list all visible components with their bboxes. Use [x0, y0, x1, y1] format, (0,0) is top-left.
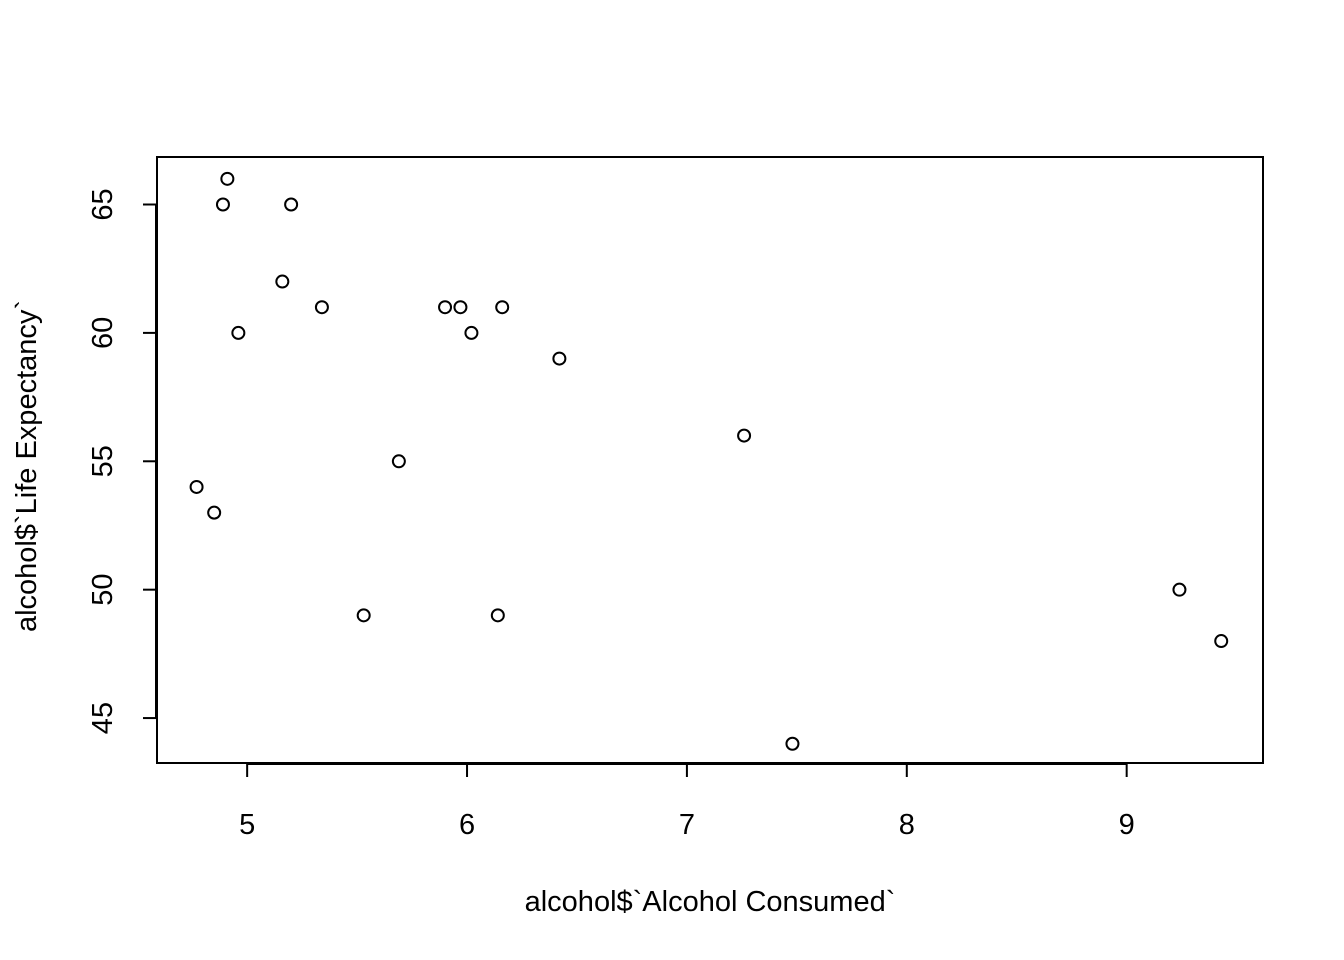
y-tick-label: 50 [87, 574, 119, 606]
x-axis-label: alcohol$`Alcohol Consumed` [525, 886, 896, 918]
y-axis: 45 50 55 60 65 [87, 188, 157, 734]
data-point [391, 454, 406, 469]
data-point [490, 608, 505, 623]
data-point [207, 505, 222, 520]
y-tick-label: 60 [87, 317, 119, 349]
data-points [189, 171, 1229, 751]
data-point [438, 300, 453, 315]
x-tick-label: 9 [1119, 809, 1135, 841]
data-point [552, 351, 567, 366]
y-tick-label: 55 [87, 445, 119, 477]
data-point [220, 171, 235, 186]
data-point [356, 608, 371, 623]
data-point [314, 300, 329, 315]
x-axis: 5 6 7 8 9 [239, 763, 1135, 841]
data-point [785, 736, 800, 751]
y-tick-label: 65 [87, 188, 119, 220]
data-point [1214, 634, 1229, 649]
data-point [495, 300, 510, 315]
data-point [189, 479, 204, 494]
y-axis-label: alcohol$`Life Expectancy` [11, 300, 43, 632]
x-tick-label: 7 [679, 809, 695, 841]
data-point [1172, 582, 1187, 597]
x-tick-label: 6 [459, 809, 475, 841]
data-point [464, 325, 479, 340]
data-point [284, 197, 299, 212]
data-point [275, 274, 290, 289]
data-point [215, 197, 230, 212]
x-tick-label: 5 [239, 809, 255, 841]
data-point [231, 325, 246, 340]
y-tick-label: 45 [87, 702, 119, 734]
data-point [737, 428, 752, 443]
x-tick-label: 8 [899, 809, 915, 841]
data-point [453, 300, 468, 315]
